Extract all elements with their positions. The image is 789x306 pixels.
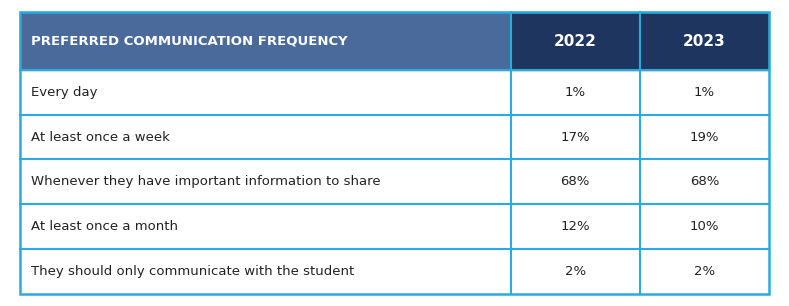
Text: At least once a week: At least once a week — [31, 131, 170, 144]
Text: 12%: 12% — [560, 220, 590, 233]
Text: 2%: 2% — [694, 265, 715, 278]
Bar — [20, 70, 769, 115]
Text: 1%: 1% — [565, 86, 585, 99]
Text: 2%: 2% — [565, 265, 585, 278]
Bar — [640, 12, 769, 70]
Text: 2022: 2022 — [554, 34, 596, 49]
Bar — [20, 249, 769, 294]
Bar — [510, 12, 640, 70]
Bar — [20, 159, 769, 204]
Text: 68%: 68% — [560, 175, 590, 188]
Text: Every day: Every day — [31, 86, 98, 99]
Text: 10%: 10% — [690, 220, 720, 233]
Text: At least once a month: At least once a month — [31, 220, 178, 233]
Text: 1%: 1% — [694, 86, 715, 99]
Bar — [20, 12, 510, 70]
Text: PREFERRED COMMUNICATION FREQUENCY: PREFERRED COMMUNICATION FREQUENCY — [31, 35, 348, 48]
Text: Whenever they have important information to share: Whenever they have important information… — [31, 175, 380, 188]
Text: 68%: 68% — [690, 175, 719, 188]
Bar — [20, 115, 769, 159]
Text: 17%: 17% — [560, 131, 590, 144]
Text: 2023: 2023 — [683, 34, 726, 49]
Text: 19%: 19% — [690, 131, 720, 144]
Text: They should only communicate with the student: They should only communicate with the st… — [31, 265, 354, 278]
Bar — [20, 204, 769, 249]
